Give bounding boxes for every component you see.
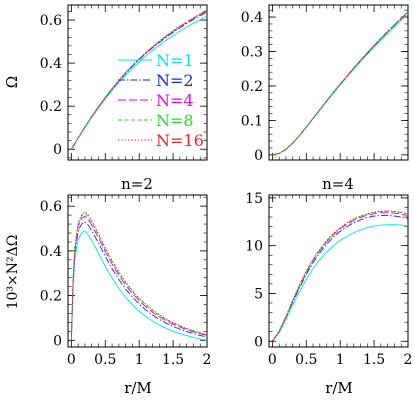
- x-tick-label: 2: [404, 352, 413, 368]
- y-tick-label: 0.6: [40, 199, 62, 215]
- x-axis-label-right: r/M: [325, 379, 353, 397]
- x-tick-label: 1: [336, 352, 345, 368]
- x-tick-label: 1.5: [363, 352, 385, 368]
- series-line-5: [272, 210, 409, 342]
- y-tick-label: 0.4: [40, 244, 62, 260]
- panel-bottom-left: 0 0.5 1 1.5 2 0 0.2 0.4 0.6: [40, 194, 212, 368]
- y-tick-label: 0: [254, 334, 263, 350]
- y-tick-label: 0.4: [241, 10, 263, 26]
- y-tick-label: 0.2: [241, 79, 263, 95]
- y-tick-label: 0: [53, 333, 62, 349]
- series-line-5: [71, 9, 208, 150]
- series-line-4: [272, 210, 409, 342]
- x-tick-label: 2: [203, 352, 212, 368]
- x-tick-label: 1.5: [162, 352, 184, 368]
- series-line-2: [70, 221, 208, 341]
- x-axis-label-left: r/M: [124, 379, 152, 397]
- row-label-n4: n=4: [322, 175, 354, 193]
- y-tick-label: 0: [254, 148, 263, 164]
- y-tick-label: 10: [245, 239, 263, 255]
- y-tick-label: 0.6: [40, 13, 62, 29]
- series-line-1: [272, 224, 409, 342]
- y-tick-label: 5: [254, 286, 263, 302]
- series-line-2: [272, 215, 409, 342]
- x-tick-label: 1: [135, 352, 144, 368]
- x-tick-label: 0.5: [94, 352, 116, 368]
- panel-top-right: 0 0.1 0.2 0.3 0.4: [241, 4, 409, 164]
- panel-top-left: 0 0.2 0.4 0.6 N=1N=2N=4N=8N=16: [40, 4, 208, 161]
- series-line-4: [70, 212, 208, 341]
- legend-label: N=8: [156, 111, 194, 130]
- y-tick-label: 0.2: [40, 99, 62, 115]
- y-axis-label-top: Ω: [3, 76, 21, 88]
- y-axis-label-bottom: 10³×N²ΔΩ: [5, 235, 21, 310]
- legend-label: N=16: [156, 131, 204, 150]
- series-line-3: [272, 212, 409, 342]
- x-tick-label: 0: [268, 352, 277, 368]
- y-tick-label: 0.2: [40, 289, 62, 305]
- plot-frame: [268, 4, 409, 161]
- y-tick-label: 15: [245, 191, 263, 207]
- panel-bottom-right: 0 0.5 1 1.5 2 0 5 10 15: [245, 191, 412, 368]
- series-line-5: [70, 211, 208, 341]
- series-line-1: [70, 230, 208, 341]
- plot-frame: [268, 194, 409, 348]
- x-tick-label: 0.5: [295, 352, 317, 368]
- legend-label: N=4: [156, 91, 194, 110]
- y-tick-label: 0.3: [241, 45, 263, 61]
- y-tick-label: 0.1: [241, 113, 263, 129]
- row-label-n2: n=2: [121, 175, 153, 193]
- y-tick-label: 0: [53, 142, 62, 158]
- x-tick-label: 0: [67, 352, 76, 368]
- y-tick-label: 0.4: [40, 56, 62, 72]
- plot-frame: [67, 4, 208, 161]
- plot-frame: [67, 194, 208, 348]
- series-line-5: [272, 11, 409, 156]
- legend-label: N=2: [156, 71, 194, 90]
- legend-label: N=1: [156, 51, 194, 70]
- series-line-3: [70, 215, 208, 341]
